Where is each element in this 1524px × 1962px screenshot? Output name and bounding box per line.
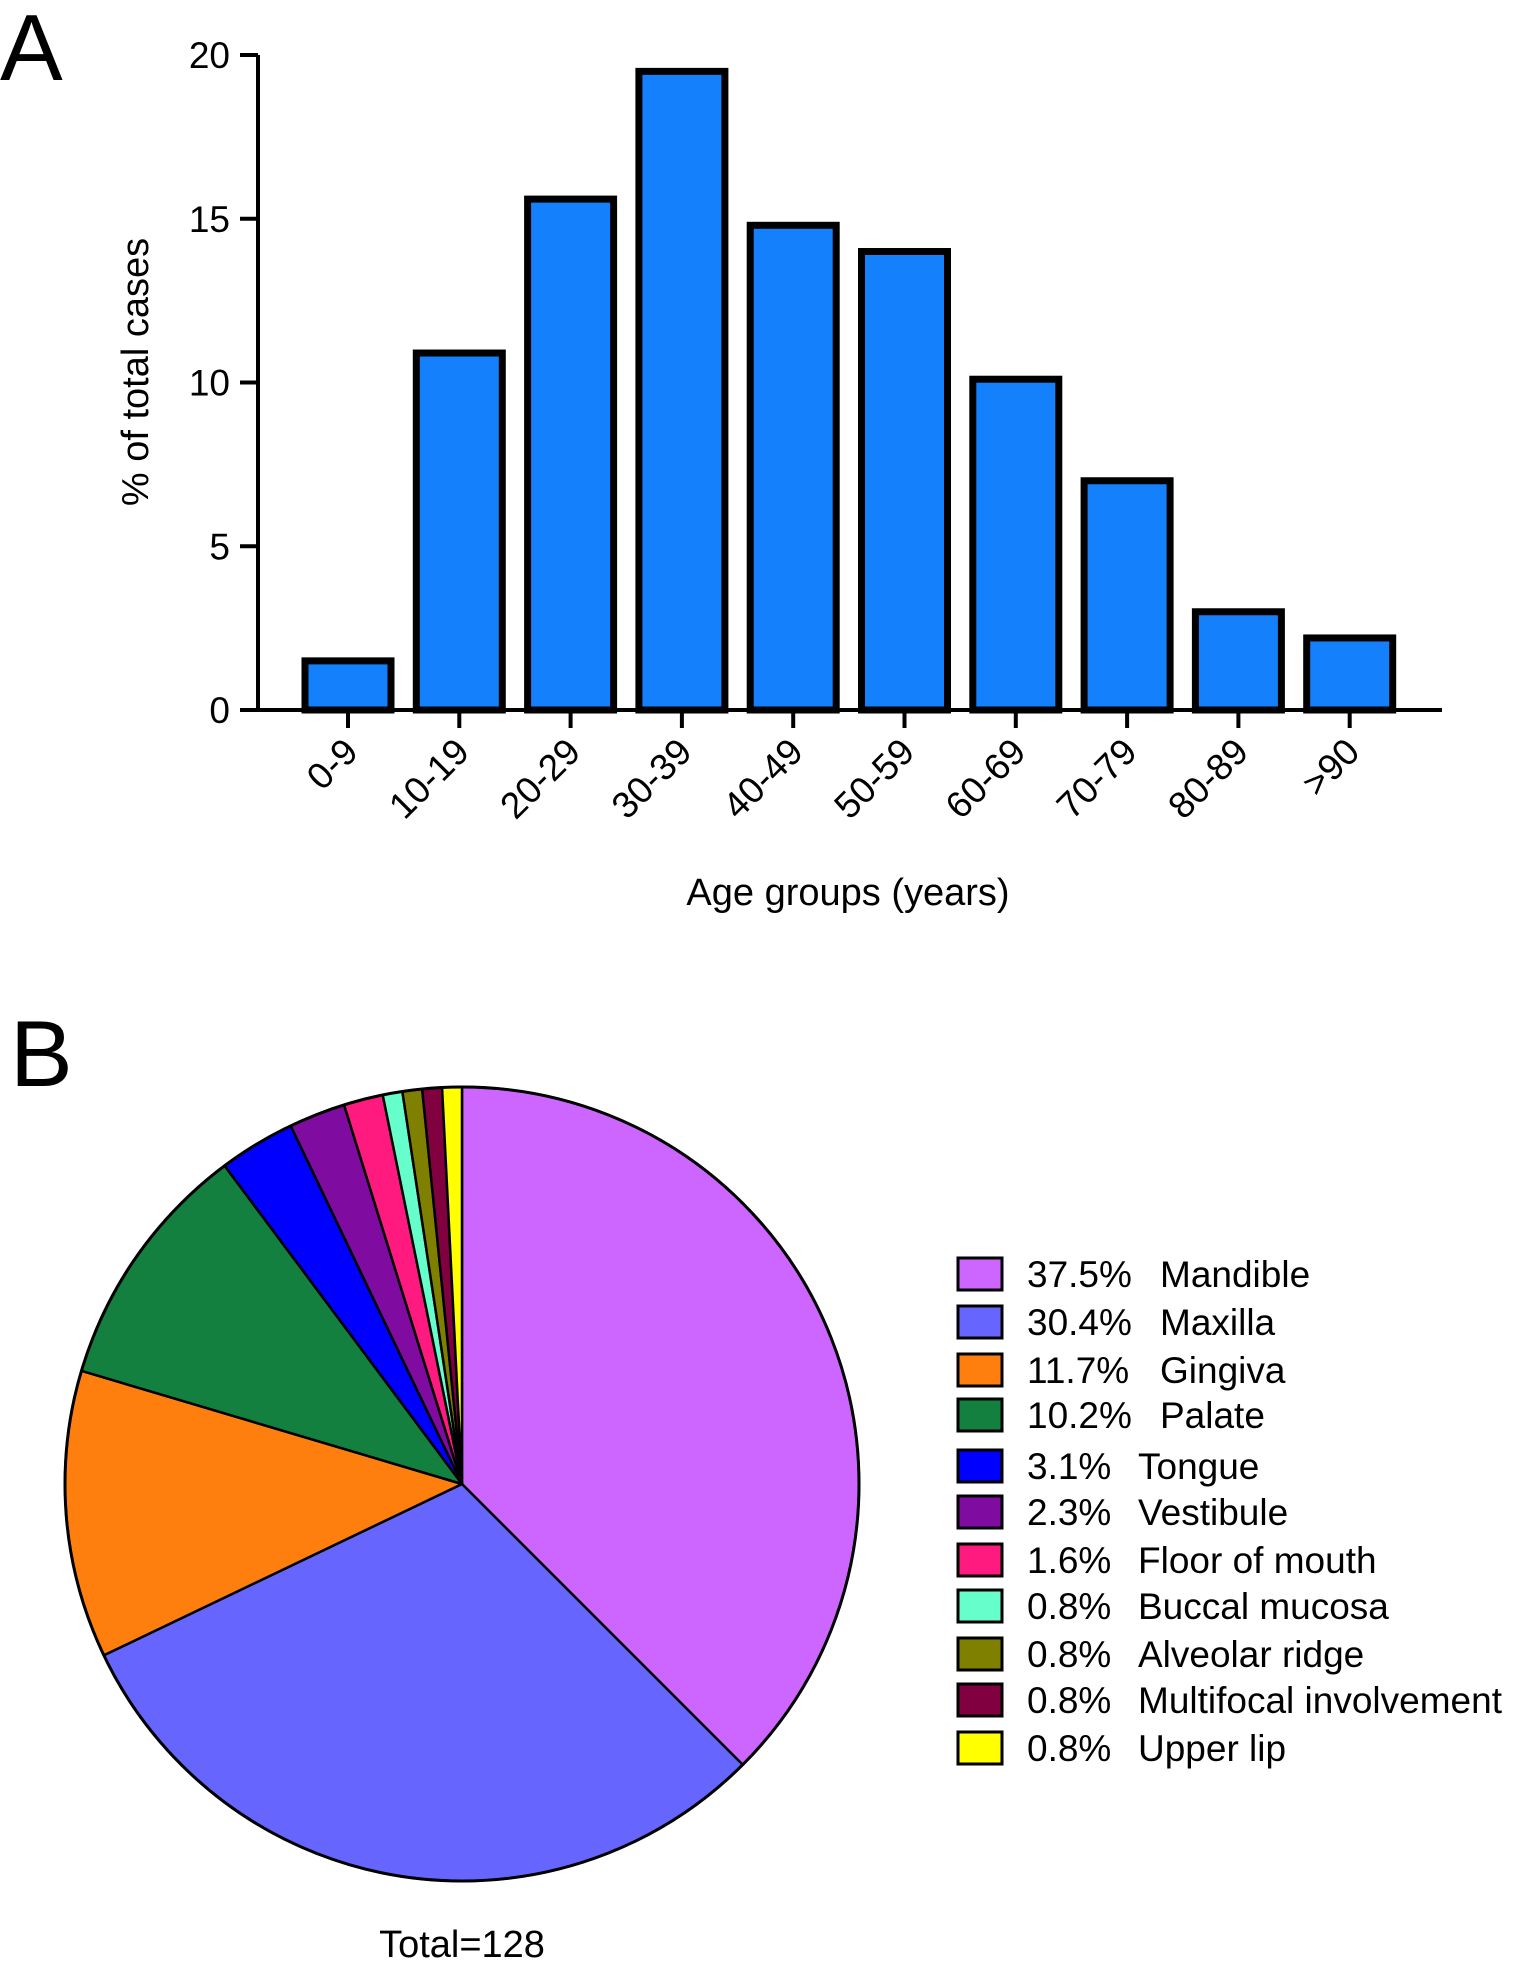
legend-name: Tongue bbox=[1138, 1446, 1259, 1487]
legend-item: 0.8% Upper lip bbox=[956, 1728, 1286, 1769]
legend-swatch bbox=[956, 1304, 1004, 1340]
panel-a-letter: A bbox=[0, 0, 63, 100]
legend-name: Alveolar ridge bbox=[1138, 1634, 1364, 1675]
bar-20-29 bbox=[524, 195, 618, 714]
x-axis-label: Age groups (years) bbox=[686, 872, 1009, 914]
legend-percent: 1.6% bbox=[1027, 1540, 1111, 1581]
x-tick-label: 20-29 bbox=[492, 731, 588, 827]
bar-60-69 bbox=[969, 375, 1063, 714]
panel-b-letter: B bbox=[10, 1001, 73, 1106]
legend-name: Palate bbox=[1160, 1395, 1265, 1436]
legend-percent: 37.5% bbox=[1027, 1254, 1132, 1295]
y-tick-label: 5 bbox=[209, 526, 230, 567]
legend-item: 0.8% Buccal mucosa bbox=[956, 1586, 1389, 1627]
bar-30-39 bbox=[635, 67, 729, 714]
legend-percent: 0.8% bbox=[1027, 1680, 1111, 1721]
x-tick-label: 50-59 bbox=[826, 731, 922, 827]
x-tick-label: 80-89 bbox=[1160, 731, 1256, 827]
legend-item: 3.1% Tongue bbox=[956, 1446, 1259, 1487]
legend-item: 37.5% Mandible bbox=[956, 1254, 1310, 1295]
legend-swatch bbox=[956, 1448, 1004, 1484]
legend-name: Gingiva bbox=[1160, 1350, 1286, 1391]
legend-swatch bbox=[956, 1636, 1004, 1672]
bar-50-59 bbox=[858, 248, 951, 714]
legend-percent: 0.8% bbox=[1027, 1586, 1111, 1627]
legend-swatch bbox=[956, 1494, 1004, 1530]
pie-outline bbox=[63, 1085, 861, 1883]
legend-name: Floor of mouth bbox=[1138, 1540, 1377, 1581]
legend-percent: 0.8% bbox=[1027, 1634, 1111, 1675]
legend-swatch bbox=[956, 1256, 1004, 1292]
legend-swatch bbox=[956, 1588, 1004, 1624]
bar-80-89 bbox=[1191, 608, 1285, 714]
y-axis-label: % of total cases bbox=[115, 238, 157, 506]
legend-item: 30.4% Maxilla bbox=[956, 1302, 1276, 1343]
legend-item: 0.8% Alveolar ridge bbox=[956, 1634, 1364, 1675]
y-tick-label: 20 bbox=[189, 35, 230, 76]
bar-40-49 bbox=[746, 221, 840, 714]
y-tick-label: 15 bbox=[189, 199, 230, 240]
legend-swatch bbox=[956, 1542, 1004, 1578]
x-tick-label: >90 bbox=[1294, 731, 1367, 804]
bar-0-9 bbox=[301, 657, 395, 714]
x-tick-label: 0-9 bbox=[299, 731, 366, 798]
legend-name: Buccal mucosa bbox=[1138, 1586, 1389, 1627]
x-tick-label: 60-69 bbox=[938, 731, 1034, 827]
legend-item: 10.2% Palate bbox=[956, 1395, 1265, 1436]
legend-name: Vestibule bbox=[1138, 1492, 1288, 1533]
legend-name: Mandible bbox=[1160, 1254, 1310, 1295]
legend-item: 2.3% Vestibule bbox=[956, 1492, 1288, 1533]
x-tick-label: 40-49 bbox=[715, 731, 811, 827]
bar->90 bbox=[1303, 634, 1397, 714]
legend-swatch bbox=[956, 1682, 1004, 1718]
legend-percent: 30.4% bbox=[1027, 1302, 1132, 1343]
y-tick-label: 0 bbox=[209, 690, 230, 731]
legend-percent: 2.3% bbox=[1027, 1492, 1111, 1533]
panel-a-bar-chart: A 0 5 10 15 20 0-9 10-19 20-29 30-39 40-49 50-59 60… bbox=[0, 0, 1442, 914]
legend-swatch bbox=[956, 1352, 1004, 1388]
legend-item: 0.8% Multifocal involvement bbox=[956, 1680, 1503, 1721]
legend-item: 1.6% Floor of mouth bbox=[956, 1540, 1377, 1581]
legend-name: Upper lip bbox=[1138, 1728, 1286, 1769]
x-tick-label: 30-39 bbox=[604, 731, 700, 827]
pie-total-label: Total=128 bbox=[379, 1924, 545, 1962]
y-tick-label: 10 bbox=[189, 363, 230, 404]
legend-item: 11.7% Gingiva bbox=[956, 1350, 1286, 1391]
legend-percent: 3.1% bbox=[1027, 1446, 1111, 1487]
bar-10-19 bbox=[412, 349, 506, 714]
legend-name: Maxilla bbox=[1160, 1302, 1276, 1343]
legend-percent: 10.2% bbox=[1027, 1395, 1132, 1436]
x-tick-label: 10-19 bbox=[381, 731, 477, 827]
legend-name: Multifocal involvement bbox=[1138, 1680, 1503, 1721]
legend-percent: 0.8% bbox=[1027, 1728, 1111, 1769]
bar-70-79 bbox=[1080, 477, 1174, 714]
x-tick-label: 70-79 bbox=[1049, 731, 1145, 827]
legend-swatch bbox=[956, 1397, 1004, 1433]
bar-group bbox=[301, 67, 1397, 714]
legend-percent: 11.7% bbox=[1027, 1350, 1129, 1391]
pie-slices bbox=[63, 1085, 861, 1883]
legend-swatch bbox=[956, 1730, 1004, 1766]
